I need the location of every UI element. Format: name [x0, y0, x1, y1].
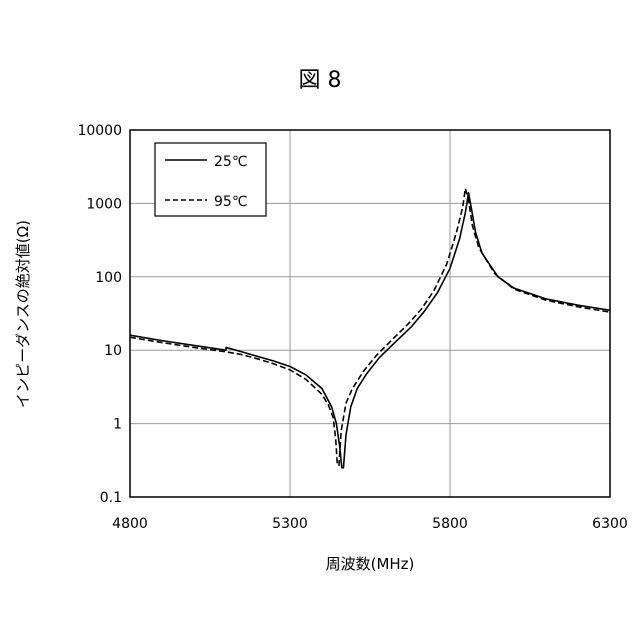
x-tick-label: 4800: [112, 516, 148, 532]
y-tick-label: 1000: [86, 196, 122, 212]
series-line-25c: [129, 191, 611, 469]
y-tick-label: 100: [95, 270, 122, 286]
figure-title: 図 8: [298, 68, 342, 93]
legend: 25℃ 95℃: [154, 142, 267, 217]
y-axis-label: インピーダンスの絶対値(Ω): [14, 220, 32, 408]
legend-label-25c: 25℃: [214, 154, 248, 170]
legend-box: [154, 142, 267, 217]
y-tick-label: 1: [113, 417, 122, 433]
y-tick-label: 10: [104, 343, 122, 359]
x-tick-label: 6300: [592, 516, 628, 532]
x-axis-label: 周波数(MHz): [326, 555, 415, 573]
y-tick-label: 0.1: [100, 490, 122, 506]
tick-labels: 0.1 1 10 100 1000 10000 4800 5300 5800 6300: [77, 123, 627, 532]
x-tick-label: 5300: [272, 516, 308, 532]
series-line-95c: [129, 187, 611, 467]
plot-frame: [129, 129, 611, 498]
y-tick-label: 10000: [77, 123, 122, 139]
legend-label-95c: 95℃: [214, 194, 248, 210]
x-tick-label: 5800: [432, 516, 468, 532]
data-layer: [129, 187, 611, 469]
